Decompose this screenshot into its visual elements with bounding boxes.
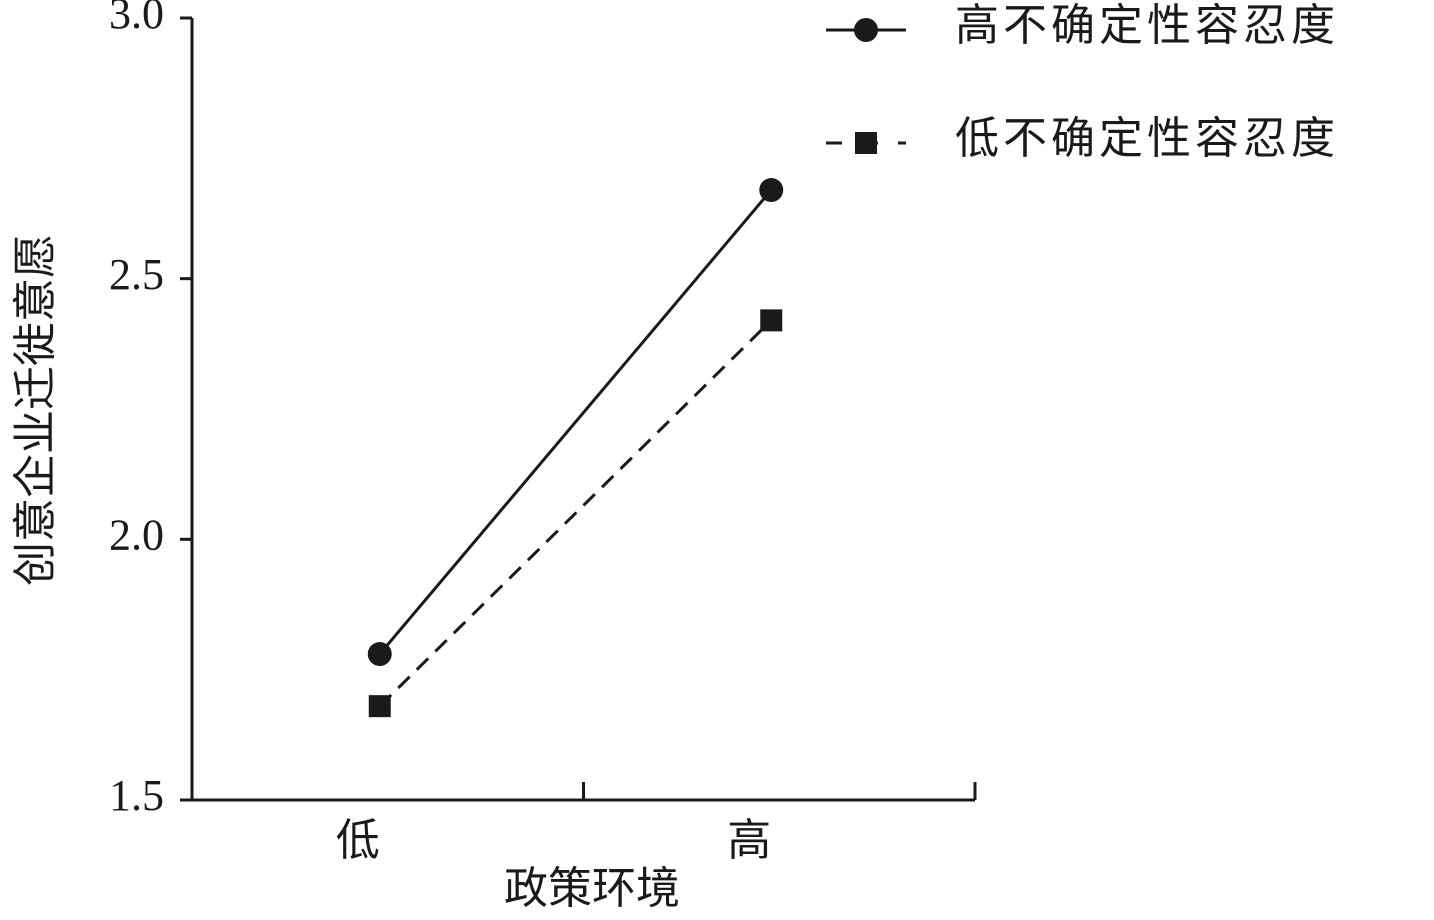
y-tick-label: 3.0 <box>109 0 164 38</box>
legend-label: 高不确定性容忍度 <box>955 1 1339 50</box>
data-point <box>759 178 784 203</box>
series-line <box>378 189 773 655</box>
data-point <box>368 695 391 718</box>
y-tick-label: 2.5 <box>109 250 164 299</box>
y-tick-label: 2.0 <box>109 510 164 559</box>
x-tick-label: 低 <box>336 816 380 865</box>
data-point <box>367 642 392 667</box>
series-line <box>378 319 773 708</box>
data-point <box>760 309 783 332</box>
y-axis-label: 创意企业迁徙意愿 <box>11 234 60 586</box>
x-tick-label: 高 <box>727 816 771 865</box>
y-tick-label: 1.5 <box>109 771 164 820</box>
legend-marker <box>855 132 877 154</box>
legend-marker <box>854 18 878 42</box>
x-axis-label: 政策环境 <box>504 864 680 913</box>
legend-label: 低不确定性容忍度 <box>955 114 1339 163</box>
